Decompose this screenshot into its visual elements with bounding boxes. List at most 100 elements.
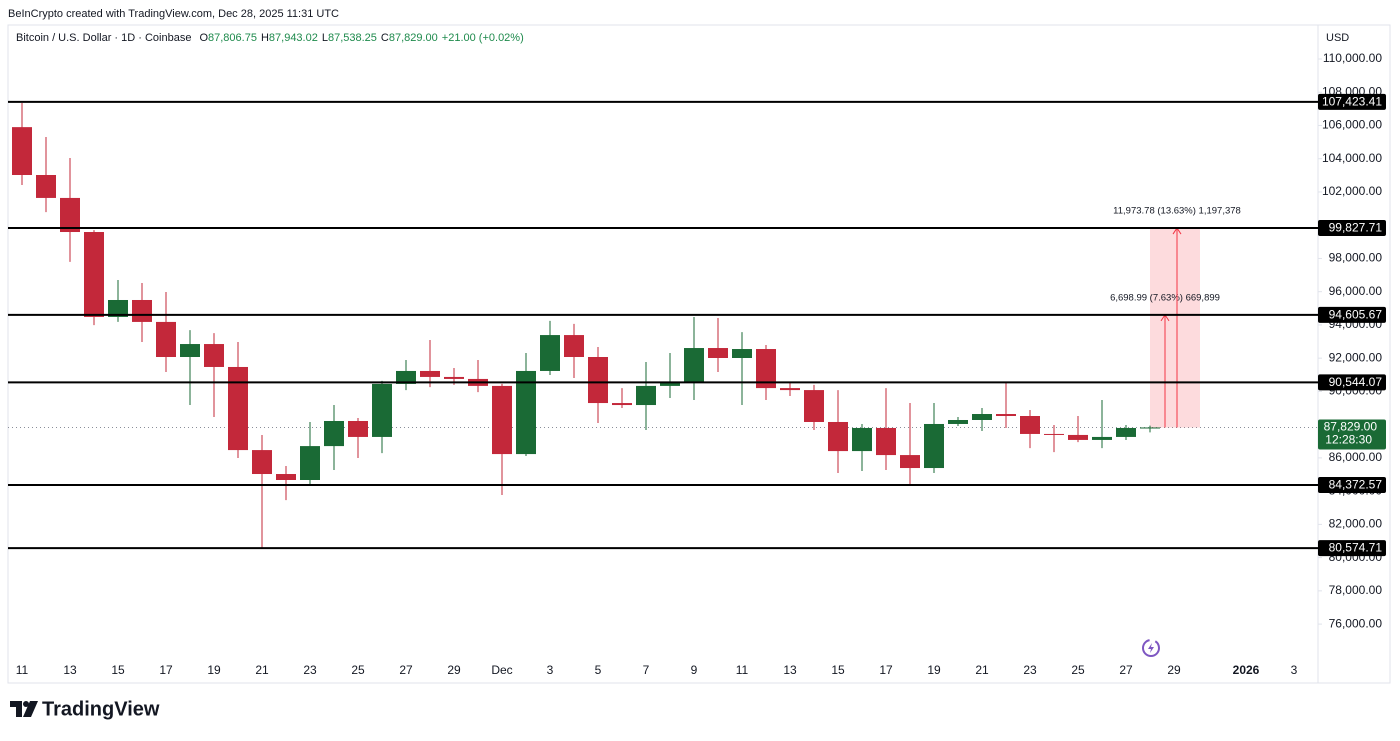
- candle-body: [1140, 427, 1160, 429]
- level-label-box: [1318, 476, 1386, 493]
- currency: USD: [1326, 32, 1349, 44]
- candle-body: [252, 450, 272, 475]
- candle-body: [1116, 427, 1136, 437]
- x-tick-label: 5: [595, 663, 602, 677]
- x-tick-label: 29: [447, 663, 461, 677]
- y-tick-label: 82,000.00: [1329, 517, 1383, 531]
- level-label-box: [1318, 374, 1386, 391]
- candle-body: [324, 420, 344, 447]
- y-tick-label: 76,000.00: [1329, 616, 1383, 630]
- candle-body: [900, 455, 920, 469]
- level-label: 107,423.41: [1322, 94, 1382, 108]
- x-tick-label: 15: [111, 663, 125, 677]
- x-tick-label: 2026: [1233, 663, 1260, 677]
- x-tick-label: 9: [691, 663, 698, 677]
- x-tick-label: 23: [1023, 663, 1037, 677]
- legend-key: H: [261, 32, 269, 44]
- candle-body: [108, 299, 128, 317]
- x-tick-label: 3: [1291, 663, 1298, 677]
- y-tick-label: 78,000.00: [1329, 583, 1383, 597]
- measure-label: 11,973.78 (13.63%) 1,197,378: [1113, 206, 1241, 217]
- candle-body: [924, 423, 944, 469]
- x-tick-label: 27: [399, 663, 413, 677]
- x-tick-label: 23: [303, 663, 317, 677]
- candle-body: [540, 335, 560, 371]
- candle-body: [636, 385, 656, 406]
- candle-body: [396, 370, 416, 384]
- candle-body: [612, 403, 632, 406]
- candle-body: [444, 376, 464, 379]
- candle-body: [60, 197, 80, 233]
- candle-body: [804, 390, 824, 422]
- x-tick-label: 13: [783, 663, 797, 677]
- candle-body: [156, 321, 176, 358]
- y-tick-label: 110,000.00: [1323, 51, 1382, 65]
- brand-logo: [10, 701, 38, 717]
- x-tick-label: 21: [975, 663, 989, 677]
- legend-change: +21.00 (+0.02%): [442, 32, 524, 44]
- legend-value: 87,943.02: [269, 32, 318, 44]
- candle-body: [132, 299, 152, 322]
- legend-value: 87,538.25: [328, 32, 377, 44]
- x-tick-label: 19: [927, 663, 941, 677]
- legend-symbol: Bitcoin / U.S. Dollar · 1D · Coinbase: [16, 32, 191, 44]
- x-tick-label: Dec: [491, 663, 512, 677]
- candle-body: [36, 175, 56, 198]
- candle-body: [876, 427, 896, 456]
- last-price-label: 87,829.00: [1324, 420, 1378, 434]
- legend: Bitcoin / U.S. Dollar · 1D · Coinbase O87…: [16, 32, 524, 44]
- x-tick-label: 3: [547, 663, 554, 677]
- x-tick-label: 27: [1119, 663, 1133, 677]
- x-tick-label: 17: [159, 663, 173, 677]
- level-label: 94,605.67: [1329, 308, 1383, 322]
- candle-body: [276, 474, 296, 480]
- candle-body: [204, 344, 224, 367]
- countdown-label: 12:28:30: [1325, 433, 1372, 447]
- y-tick-label: 106,000.00: [1322, 118, 1382, 132]
- lightning-icon: [1142, 639, 1160, 657]
- legend-key: C: [381, 32, 389, 44]
- candle-body: [732, 349, 752, 358]
- legend-key: O: [199, 32, 208, 44]
- candle-body: [564, 335, 584, 358]
- y-tick-label: 102,000.00: [1322, 184, 1382, 198]
- x-tick-label: 15: [831, 663, 845, 677]
- level-label-box: [1318, 220, 1386, 237]
- x-tick-label: 11: [736, 663, 749, 677]
- candle-body: [660, 381, 680, 386]
- attribution: BeInCrypto created with TradingView.com,…: [8, 8, 339, 20]
- candle-body: [996, 414, 1016, 417]
- level-label-box: [1318, 93, 1386, 110]
- candle-body: [948, 419, 968, 424]
- legend-value: 87,829.00: [389, 32, 438, 44]
- x-tick-label: 11: [16, 663, 29, 677]
- last-price-box: [1318, 419, 1386, 450]
- candle-body: [372, 383, 392, 437]
- candle-body: [972, 414, 992, 420]
- candle-body: [348, 420, 368, 437]
- level-label-box: [1318, 306, 1386, 323]
- level-label: 99,827.71: [1329, 221, 1383, 235]
- candle-body: [300, 446, 320, 480]
- candle-body: [1020, 416, 1040, 434]
- level-label-box: [1318, 540, 1386, 557]
- candle-body: [420, 370, 440, 377]
- candle-body: [1092, 436, 1112, 440]
- candle-body: [780, 388, 800, 391]
- candle-body: [1044, 433, 1064, 435]
- x-tick-label: 25: [1071, 663, 1085, 677]
- candle-body: [684, 348, 704, 382]
- candle-body: [828, 421, 848, 452]
- legend-value: 87,806.75: [208, 32, 257, 44]
- measure-box: [1150, 228, 1200, 428]
- y-tick-label: 96,000.00: [1329, 284, 1383, 298]
- panel-border: [7, 24, 1391, 684]
- candle-body: [588, 357, 608, 404]
- x-tick-label: 21: [255, 663, 269, 677]
- candle-body: [84, 232, 104, 317]
- candle-body: [516, 370, 536, 455]
- x-tick-label: 29: [1167, 663, 1181, 677]
- candle-body: [180, 344, 200, 358]
